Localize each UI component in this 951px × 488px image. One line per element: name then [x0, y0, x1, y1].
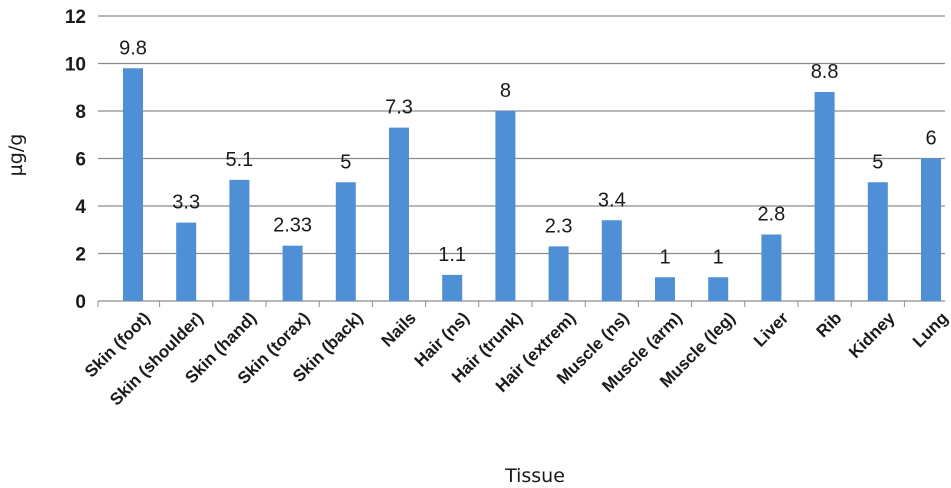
data-label: 3.3	[172, 192, 200, 214]
bar	[335, 182, 356, 301]
data-label: 2.3	[545, 215, 573, 237]
x-tick-label: Rib	[813, 308, 846, 341]
data-label: 3.4	[598, 189, 626, 211]
data-label: 9.8	[119, 37, 147, 59]
y-axis-title: µg/g	[5, 134, 27, 177]
bar	[814, 92, 835, 301]
bar	[867, 182, 888, 301]
bar	[229, 179, 250, 301]
data-label: 6	[925, 128, 936, 150]
data-label: 8.8	[811, 61, 839, 83]
bar	[655, 277, 675, 301]
bar	[601, 220, 622, 301]
data-label: 2.33	[273, 215, 312, 237]
data-label: 8	[500, 80, 511, 102]
x-tick-label: Skin (shoulder)	[106, 308, 207, 409]
bar	[123, 68, 143, 301]
x-axis-title: Tissue	[504, 465, 565, 487]
y-tick-label: 4	[75, 197, 86, 218]
bar	[708, 277, 729, 301]
x-axis-ticks: Skin (foot)Skin (shoulder)Skin (hand)Ski…	[81, 301, 951, 409]
data-label: 7.3	[385, 97, 413, 119]
x-tick-label: Nails	[378, 308, 420, 350]
y-tick-label: 2	[75, 245, 86, 266]
bars	[123, 68, 941, 301]
bar	[389, 127, 409, 301]
x-tick-label: Lung	[909, 308, 951, 351]
data-label: 2.8	[757, 204, 785, 226]
data-label: 5.1	[225, 149, 253, 171]
y-axis-ticks: 0 2 4 6 8 10 12	[65, 7, 87, 313]
data-label: 1.1	[438, 244, 466, 266]
bar	[282, 245, 303, 301]
x-tick-label: Liver	[750, 308, 792, 350]
y-tick-label: 0	[75, 292, 86, 313]
y-tick-label: 8	[75, 102, 86, 123]
data-label: 1	[659, 246, 670, 268]
bar	[442, 274, 463, 301]
bar	[495, 111, 516, 301]
y-tick-label: 12	[65, 7, 86, 28]
x-tick-label: Kidney	[845, 308, 899, 362]
bar	[176, 222, 197, 301]
data-label: 1	[713, 246, 724, 268]
y-tick-label: 10	[65, 55, 86, 76]
data-label: 5	[340, 151, 351, 173]
bar	[548, 246, 569, 301]
data-labels: 9.8 3.3 5.1 2.33 5 7.3 1.1 8 2.3 3.4 1 1 2.8 8.8 5 6	[119, 37, 936, 268]
bar	[921, 158, 941, 301]
y-tick-label: 6	[75, 150, 86, 171]
bar	[761, 234, 782, 301]
data-label: 5	[872, 151, 883, 173]
